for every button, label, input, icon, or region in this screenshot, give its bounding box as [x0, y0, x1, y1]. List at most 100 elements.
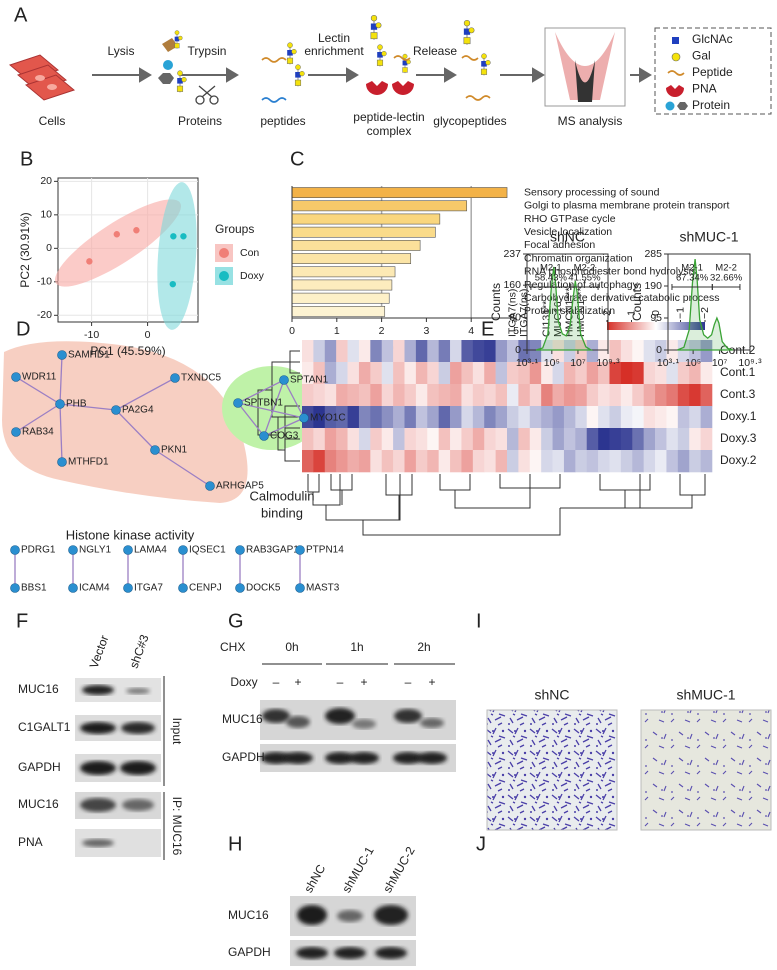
heatmap-cell: [313, 406, 326, 429]
glycopeptide-icons: [461, 19, 491, 101]
point: [113, 231, 121, 238]
network-node: [170, 373, 180, 383]
node-label: ARHGAP5: [216, 481, 264, 492]
heatmap-cell: [666, 406, 679, 429]
blot-h-part: [337, 910, 363, 922]
network-node: [10, 583, 20, 593]
heatmap-cell: [700, 450, 713, 473]
heatmap-cell: [552, 362, 565, 385]
heatmap-cell: [393, 340, 405, 363]
heatmap-cell: [302, 384, 314, 407]
gate-label: M2-1: [540, 263, 562, 274]
heatmap-cell: [586, 428, 599, 451]
heatmap-cell: [529, 450, 542, 473]
heatmap-cell: [541, 450, 553, 473]
heatmap-cell: [358, 340, 371, 363]
glycopeptide-icons-part: [480, 53, 491, 76]
heatmap-cell: [609, 340, 622, 363]
heatmap-cell: [541, 406, 553, 429]
blot-g-part: [394, 709, 422, 723]
node-label: RAB3GAP1: [246, 545, 299, 556]
heatmap-cell: [655, 384, 667, 407]
x-tick-label: 10³·¹: [516, 357, 539, 369]
heatmap-cell: [689, 450, 701, 473]
pca-ellipses-part: [157, 182, 197, 330]
heatmap-cell: [655, 450, 667, 473]
heatmap-cell: [552, 340, 565, 363]
stage-label: Proteins: [178, 114, 222, 128]
cells-icon: [8, 54, 76, 101]
heatmap-cell: [381, 362, 394, 385]
gate-percent: 67.34%: [676, 273, 709, 284]
heatmap-cell: [484, 406, 496, 429]
heatmap-cell: [461, 384, 474, 407]
category-label: Vesicle localization: [524, 226, 612, 238]
y-tick-label: -20: [37, 309, 52, 321]
legend-box: [654, 27, 772, 115]
network-node: [299, 413, 309, 423]
cells-icon-part: [35, 75, 45, 81]
row-label: GAPDH: [222, 750, 265, 764]
heatmap-cell: [609, 450, 622, 473]
heatmap-cell: [324, 428, 337, 451]
heatmap-cell: [689, 384, 701, 407]
heatmap-cell: [700, 428, 713, 451]
heatmap-cell: [347, 450, 360, 473]
legend-box-part: [654, 27, 772, 115]
network-node: [11, 427, 21, 437]
heatmap-cell: [427, 384, 439, 407]
network-edge: [115, 377, 176, 411]
heatmap-cell: [529, 428, 542, 451]
blot-f-part: [80, 798, 116, 812]
heatmap-cell: [598, 340, 610, 363]
row-label: Doxy.3: [720, 431, 757, 445]
heatmap-cell: [404, 384, 417, 407]
node-label: IQSEC1: [189, 545, 226, 556]
peptide-icons-part: [294, 64, 305, 87]
glycopeptide-icons-part: [461, 55, 479, 61]
heatmap-cell: [336, 362, 348, 385]
y-tick-label: 0: [46, 242, 52, 254]
column-label: ITGA7(ns): [506, 289, 518, 337]
heatmap-cell: [529, 384, 542, 407]
heatmap-cell: [643, 384, 656, 407]
heatmap-cell: [586, 340, 599, 363]
heatmap-cell: [358, 406, 371, 429]
heatmap-cell: [472, 340, 485, 363]
heatmap-cell: [381, 428, 394, 451]
blot-h-part: [296, 947, 328, 959]
scissors-part: [201, 85, 216, 98]
heatmap-cell: [427, 362, 439, 385]
heatmap-cell: [302, 362, 314, 385]
row-label: GAPDH: [228, 945, 271, 959]
network-edge: [237, 402, 265, 437]
y-tick-label: 10: [40, 209, 52, 221]
heatmap-cell: [472, 362, 485, 385]
network-node: [11, 372, 21, 382]
heatmap-cell: [370, 428, 383, 451]
point: [169, 280, 176, 288]
heatmap-cell: [427, 340, 439, 363]
network-node: [55, 399, 65, 409]
node-label: PTPN14: [306, 545, 344, 556]
panel-label: I: [476, 610, 482, 632]
heatmap-cell: [620, 428, 633, 451]
colorbar: [607, 322, 705, 330]
arrows-part: [639, 67, 652, 83]
blot-g-part: [261, 752, 291, 764]
heatmap-cell: [632, 406, 644, 429]
node-label: RAB34: [22, 427, 54, 438]
blot-f-part: [126, 688, 150, 694]
blot-f-part: [82, 685, 114, 695]
node-label: SPTBN1: [244, 398, 283, 409]
blot-h-part: [374, 905, 408, 925]
node-label: ICAM4: [79, 583, 110, 594]
stage-label: MS analysis: [558, 114, 623, 128]
network-node: [295, 583, 305, 593]
heatmap-cell: [393, 362, 405, 385]
peptide-icons-part: [261, 57, 287, 63]
legend-title: Groups: [215, 222, 254, 236]
bar: [291, 187, 508, 198]
micrographs-part: [486, 709, 618, 831]
histogram-line: [677, 259, 733, 351]
